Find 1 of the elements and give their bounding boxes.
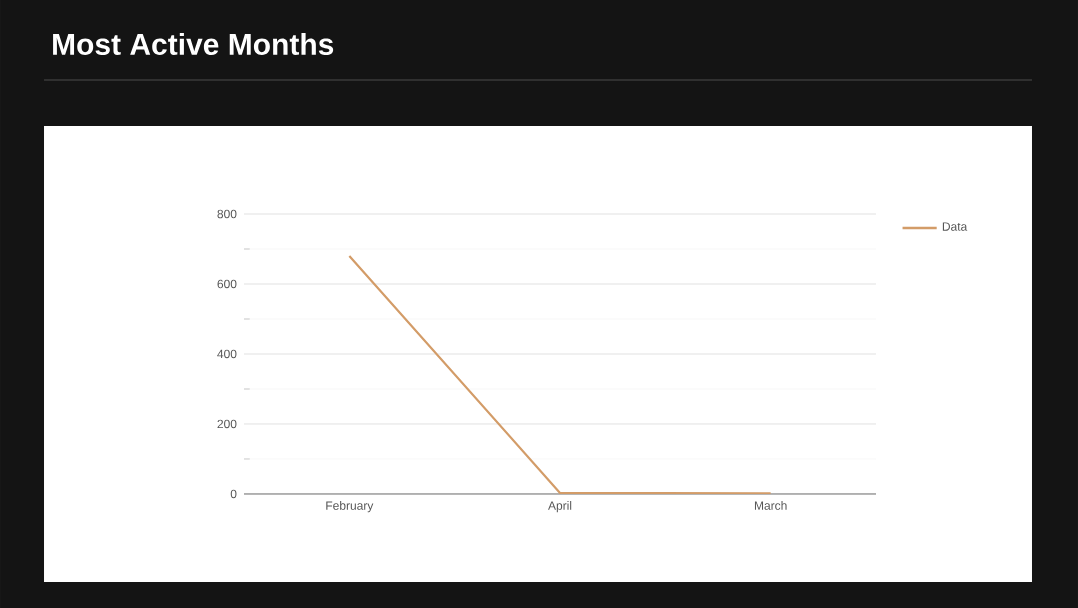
chart-title: Most Active Months <box>53 32 334 55</box>
